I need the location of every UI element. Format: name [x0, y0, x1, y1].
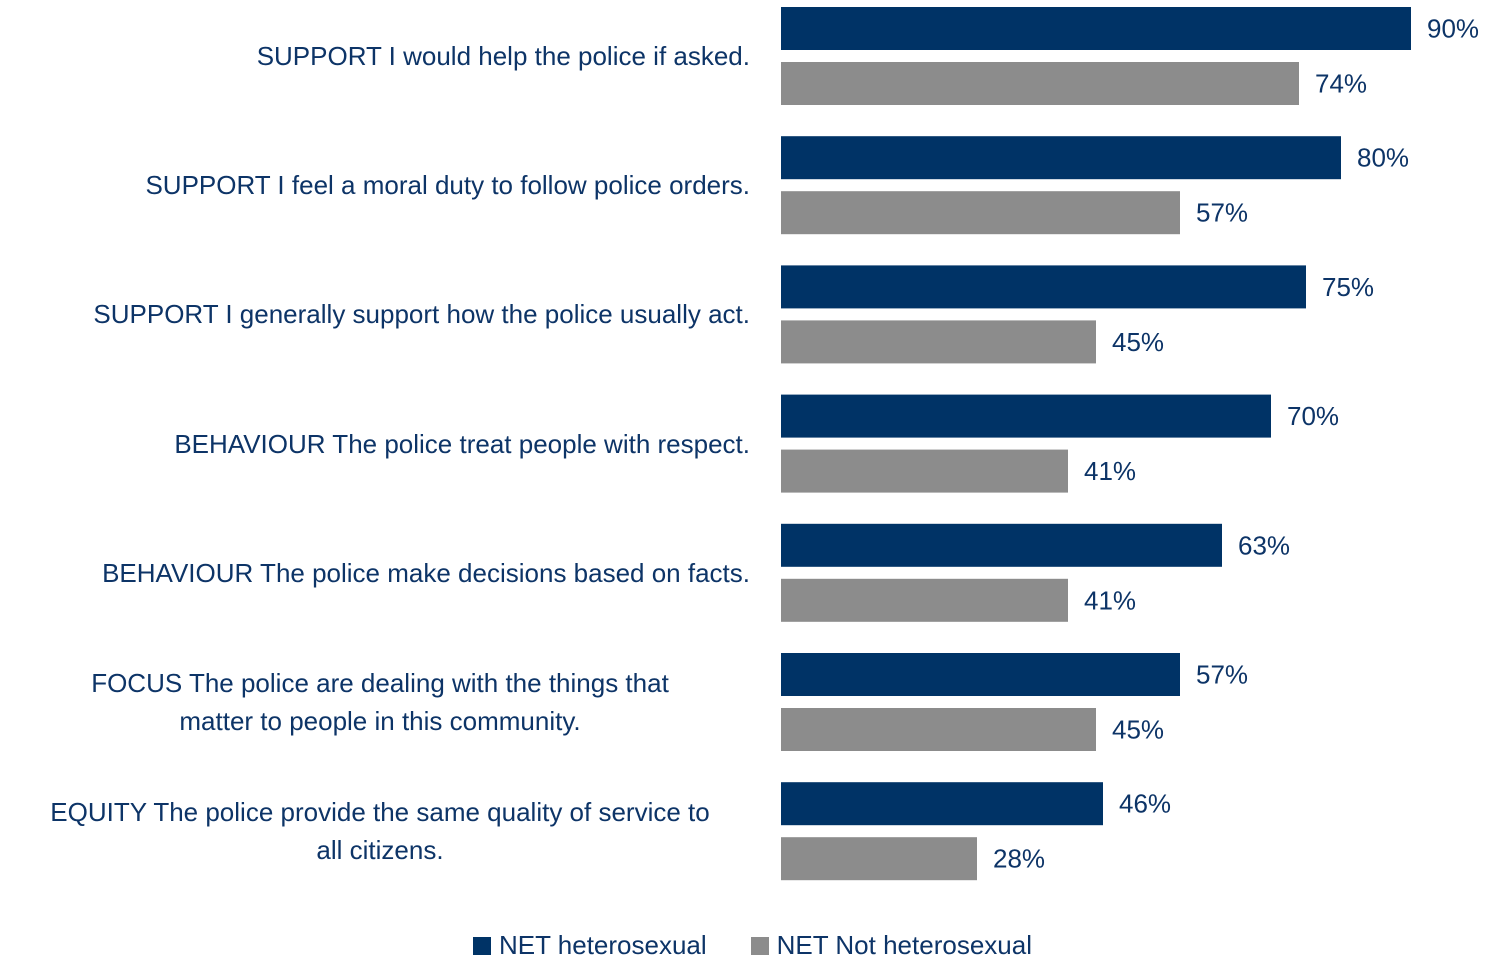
legend-label-heterosexual: NET heterosexual	[499, 930, 707, 960]
legend-swatch-not-heterosexual	[750, 936, 769, 955]
legend-item-not-heterosexual: NET Not heterosexual	[750, 930, 1032, 961]
bar-heterosexual-2	[781, 265, 1306, 309]
value-label-not-heterosexual-5: 45%	[1112, 715, 1164, 745]
category-label-0: SUPPORT I would help the police if asked…	[256, 41, 750, 71]
bar-heterosexual-3	[781, 394, 1271, 438]
value-label-heterosexual-3: 70%	[1287, 401, 1339, 431]
value-label-not-heterosexual-4: 41%	[1084, 585, 1136, 615]
bar-heterosexual-6	[781, 782, 1103, 826]
value-label-not-heterosexual-6: 28%	[993, 844, 1045, 874]
bar-not-heterosexual-5	[781, 708, 1096, 751]
bar-heterosexual-1	[781, 136, 1341, 180]
bar-heterosexual-5	[781, 653, 1180, 696]
bar-not-heterosexual-2	[781, 320, 1096, 364]
value-label-heterosexual-1: 80%	[1357, 143, 1409, 173]
category-label-1: SUPPORT I feel a moral duty to follow po…	[145, 170, 750, 201]
value-label-not-heterosexual-2: 45%	[1112, 327, 1164, 357]
bar-not-heterosexual-3	[781, 449, 1068, 493]
value-label-heterosexual-5: 57%	[1196, 660, 1248, 690]
bar-not-heterosexual-0	[781, 62, 1299, 105]
value-label-not-heterosexual-3: 41%	[1084, 456, 1136, 486]
value-label-heterosexual-6: 46%	[1119, 789, 1171, 819]
value-label-heterosexual-2: 75%	[1322, 272, 1374, 302]
legend: NET heterosexual NET Not heterosexual	[0, 930, 1505, 961]
category-label-3: BEHAVIOUR The police treat people with r…	[174, 428, 750, 459]
category-label-5: FOCUS The police are dealing with the th…	[91, 668, 669, 736]
value-label-not-heterosexual-1: 57%	[1196, 198, 1248, 228]
legend-item-heterosexual: NET heterosexual	[473, 930, 707, 961]
bar-not-heterosexual-6	[781, 837, 977, 881]
bar-not-heterosexual-4	[781, 578, 1068, 622]
legend-label-not-heterosexual: NET Not heterosexual	[776, 930, 1032, 960]
bar-not-heterosexual-1	[781, 191, 1180, 235]
category-label-6: EQUITY The police provide the same quali…	[50, 797, 710, 866]
category-label-2: SUPPORT I generally support how the poli…	[93, 299, 750, 330]
value-label-not-heterosexual-0: 74%	[1315, 69, 1367, 99]
legend-swatch-heterosexual	[473, 936, 492, 955]
bar-heterosexual-4	[781, 523, 1222, 567]
value-label-heterosexual-0: 90%	[1427, 14, 1479, 44]
bar-heterosexual-0	[781, 7, 1411, 50]
value-label-heterosexual-4: 63%	[1238, 530, 1290, 560]
category-label-4: BEHAVIOUR The police make decisions base…	[102, 557, 750, 588]
